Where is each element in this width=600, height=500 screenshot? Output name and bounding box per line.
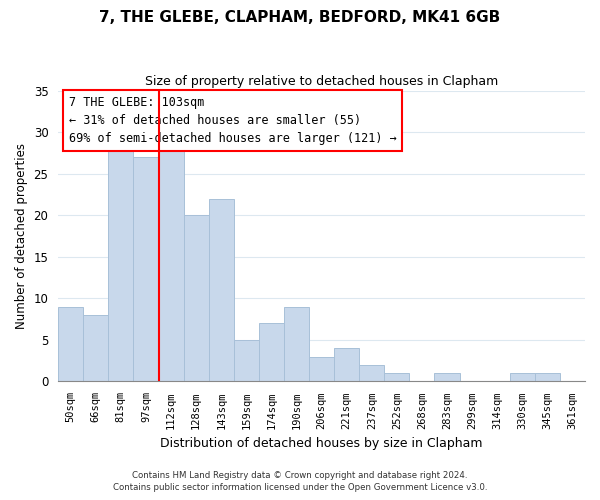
- Bar: [109, 148, 133, 382]
- Bar: [334, 348, 359, 382]
- Bar: [359, 365, 384, 382]
- Bar: [535, 373, 560, 382]
- Bar: [184, 215, 209, 382]
- Bar: [158, 140, 184, 382]
- Bar: [284, 306, 309, 382]
- Bar: [58, 306, 83, 382]
- Bar: [309, 356, 334, 382]
- Text: 7, THE GLEBE, CLAPHAM, BEDFORD, MK41 6GB: 7, THE GLEBE, CLAPHAM, BEDFORD, MK41 6GB: [100, 10, 500, 25]
- X-axis label: Distribution of detached houses by size in Clapham: Distribution of detached houses by size …: [160, 437, 483, 450]
- Bar: [259, 324, 284, 382]
- Text: Contains HM Land Registry data © Crown copyright and database right 2024.
Contai: Contains HM Land Registry data © Crown c…: [113, 471, 487, 492]
- Bar: [510, 373, 535, 382]
- Y-axis label: Number of detached properties: Number of detached properties: [15, 143, 28, 329]
- Bar: [209, 198, 234, 382]
- Bar: [234, 340, 259, 382]
- Bar: [384, 373, 409, 382]
- Bar: [83, 315, 109, 382]
- Bar: [133, 157, 158, 382]
- Title: Size of property relative to detached houses in Clapham: Size of property relative to detached ho…: [145, 75, 498, 88]
- Bar: [434, 373, 460, 382]
- Text: 7 THE GLEBE: 103sqm
← 31% of detached houses are smaller (55)
69% of semi-detach: 7 THE GLEBE: 103sqm ← 31% of detached ho…: [68, 96, 397, 146]
